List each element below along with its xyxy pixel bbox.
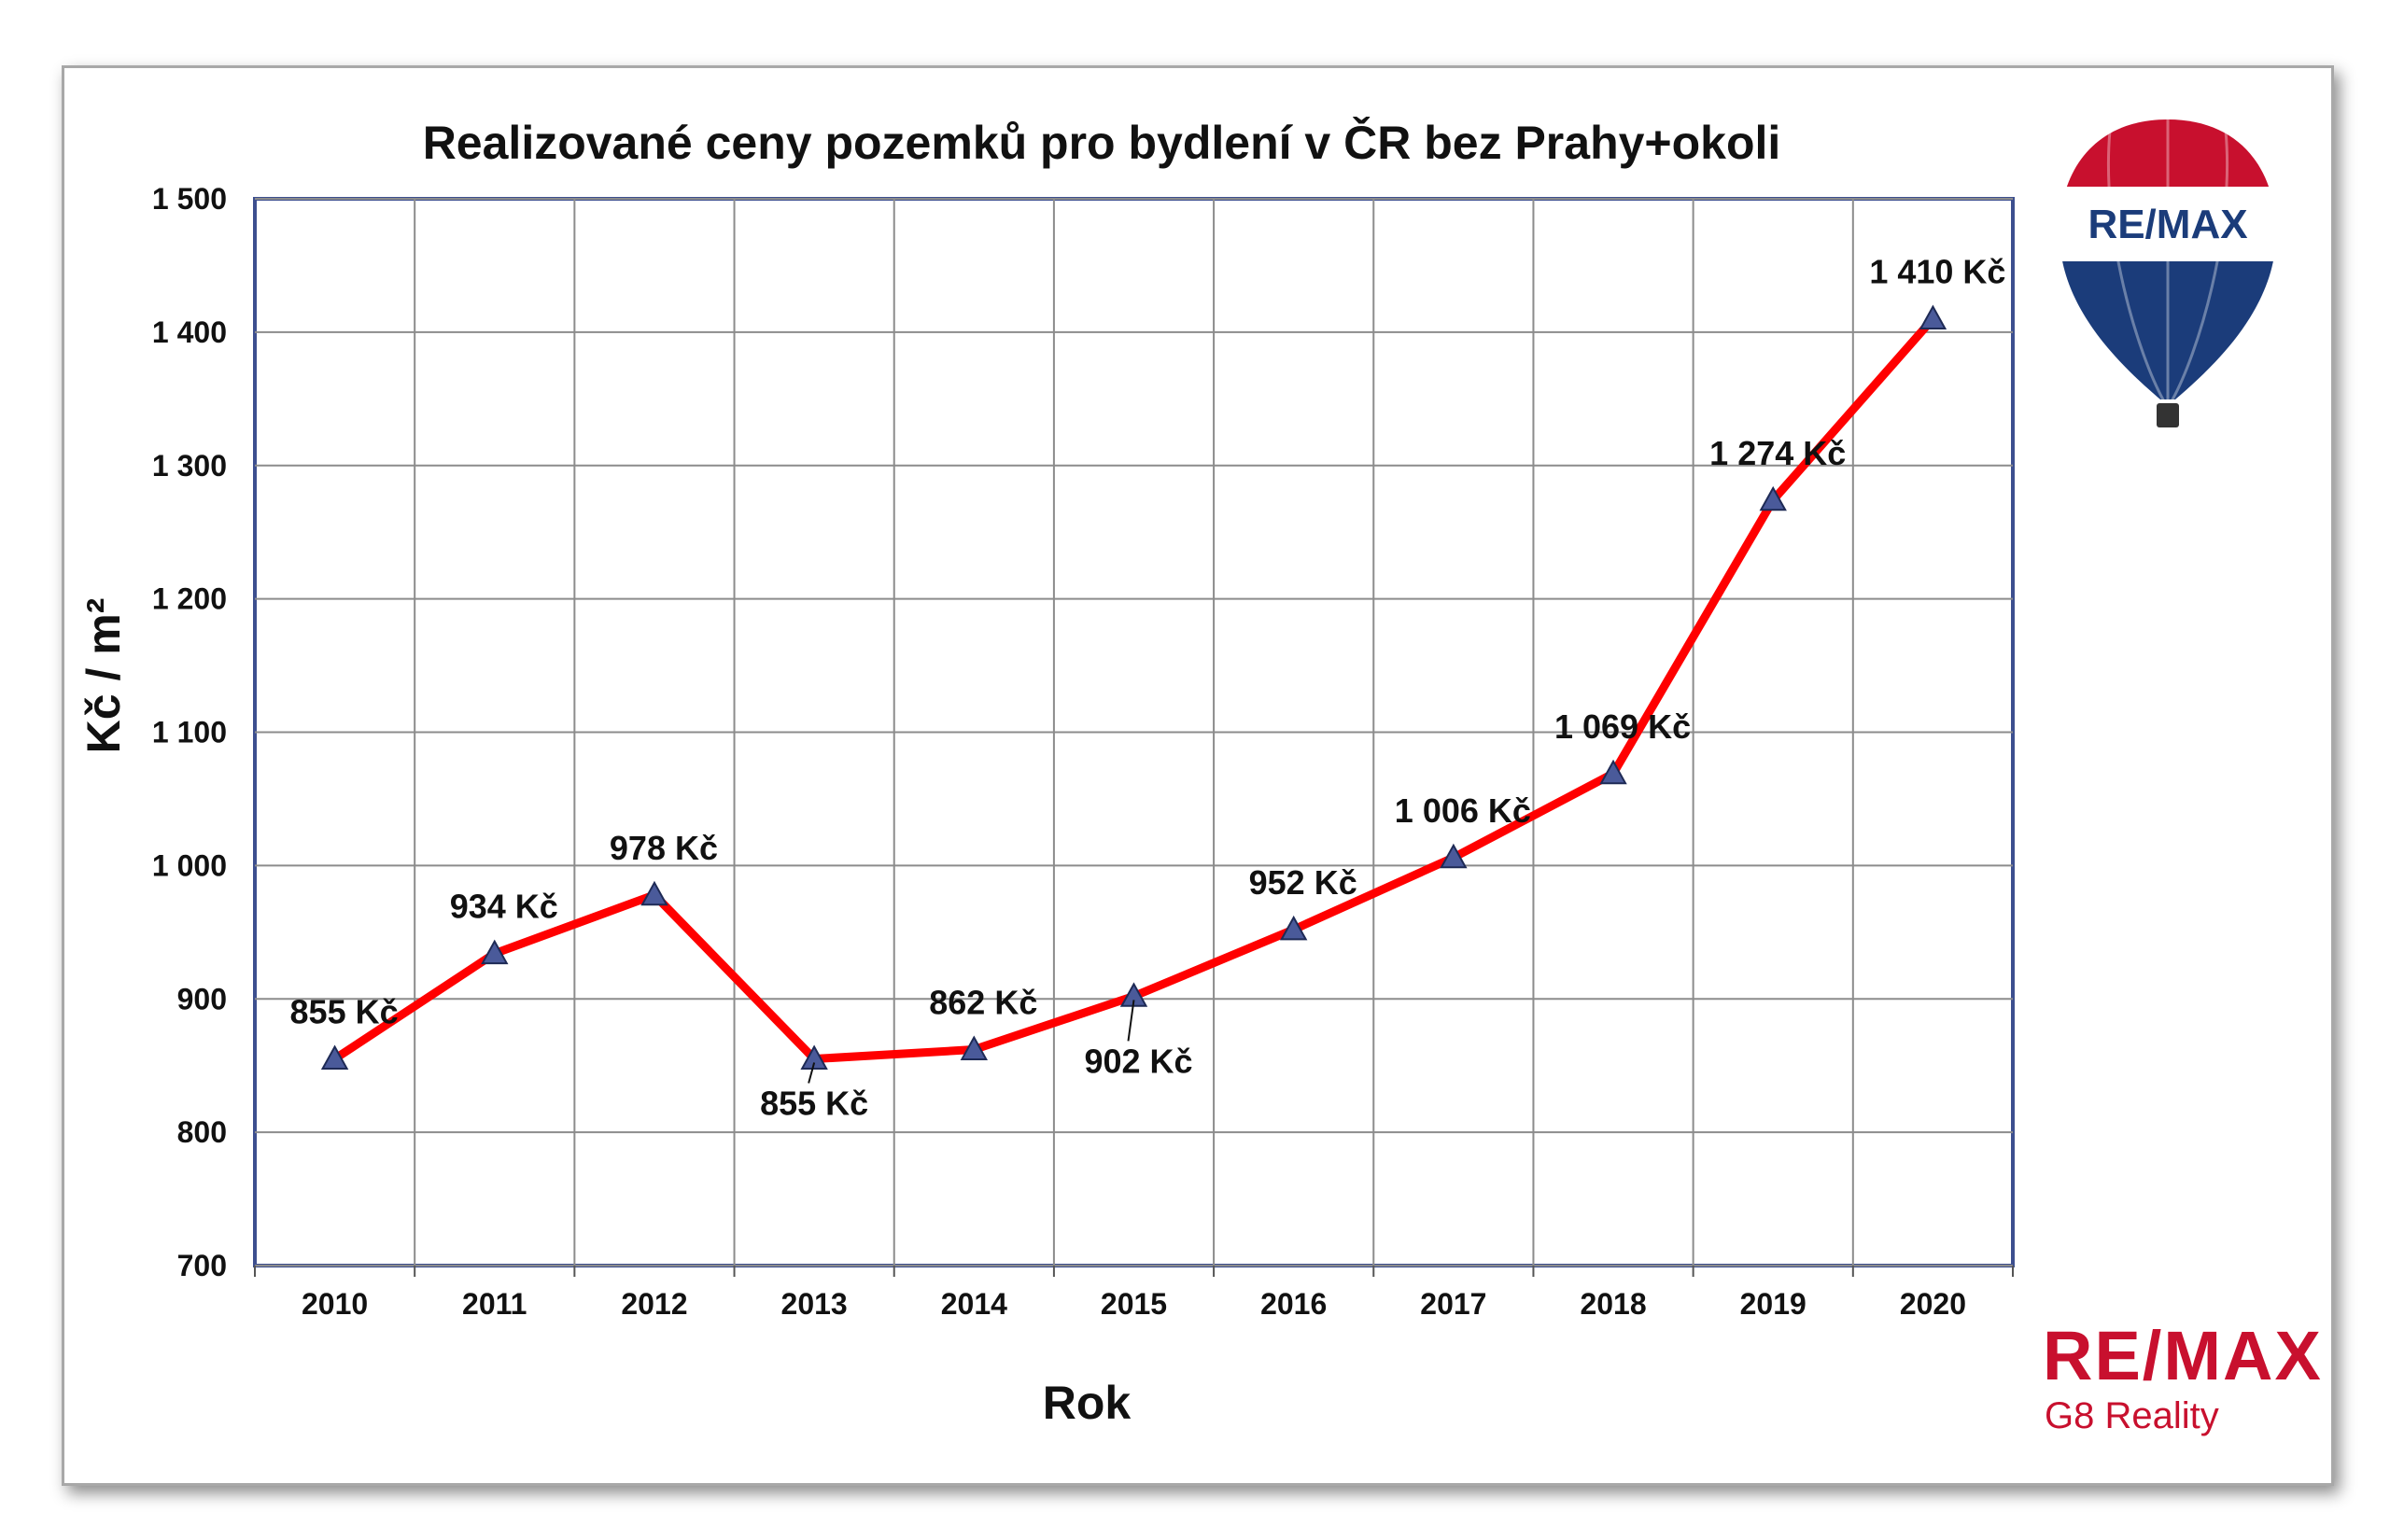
y-tick-label: 1 500	[152, 182, 227, 216]
x-tick-label: 2017	[1420, 1287, 1486, 1321]
y-tick-label: 1 000	[152, 848, 227, 882]
data-label: 862 Kč	[929, 984, 1037, 1022]
x-tick-label: 2015	[1101, 1287, 1167, 1321]
data-label: 934 Kč	[450, 888, 558, 926]
remax-wordmark: RE/MAX	[2043, 1317, 2323, 1394]
y-axis-ticks: 700 800 900 1 000 1 100 1 200 1 300 1 400 1 500	[152, 182, 227, 1282]
data-point-marker	[960, 1035, 989, 1060]
data-label: 1 274 Kč	[1709, 434, 1846, 472]
data-label: 952 Kč	[1249, 863, 1357, 902]
data-point-marker	[320, 1044, 349, 1070]
data-label: 855 Kč	[290, 993, 399, 1031]
data-label: 1 069 Kč	[1554, 707, 1691, 746]
x-tick-label: 2014	[941, 1287, 1007, 1321]
data-point-marker	[1759, 485, 1787, 511]
x-tick-label: 2019	[1740, 1287, 1807, 1321]
data-label: 1 410 Kč	[1869, 253, 2005, 291]
y-tick-label: 1 100	[152, 716, 227, 749]
g8-reality-text: G8 Reality	[2045, 1395, 2219, 1436]
data-point-marker	[1599, 759, 1627, 785]
x-tick-label: 2013	[781, 1287, 848, 1321]
data-label: 855 Kč	[760, 1085, 868, 1123]
data-label: 1 006 Kč	[1395, 791, 1531, 830]
label-leader-line	[1127, 1000, 1135, 1042]
data-point-marker	[640, 880, 668, 906]
x-tick-label: 2012	[621, 1287, 687, 1321]
data-label: 902 Kč	[1084, 1042, 1192, 1080]
data-labels: 855 Kč 934 Kč 978 Kč 855 Kč 862 Kč 902 Kč 952 …	[290, 253, 2006, 1123]
balloon-wordmark: RE/MAX	[2088, 202, 2247, 247]
y-tick-label: 1 400	[152, 315, 227, 349]
label-leader-line	[808, 1062, 816, 1084]
data-point-marker	[481, 939, 509, 965]
y-axis-title: Kč / m²	[77, 598, 130, 754]
data-point-marker	[1919, 304, 1947, 329]
remax-g8-logo: RE/MAX G8 Reality	[2043, 1317, 2323, 1436]
series-markers	[320, 304, 1947, 1070]
label-leaders	[808, 1000, 1135, 1084]
x-tick-label: 2010	[302, 1287, 368, 1321]
data-point-marker	[800, 1044, 828, 1070]
y-tick-label: 800	[177, 1115, 227, 1149]
remax-balloon-logo: RE/MAX	[2060, 119, 2276, 427]
y-tick-label: 1 200	[152, 582, 227, 616]
x-tick-label: 2011	[462, 1287, 527, 1321]
y-tick-label: 700	[177, 1249, 227, 1282]
y-tick-label: 1 300	[152, 449, 227, 483]
data-point-marker	[1279, 915, 1308, 941]
x-tick-label: 2020	[1900, 1287, 1966, 1321]
x-tick-label: 2018	[1580, 1287, 1646, 1321]
x-tick-label: 2016	[1260, 1287, 1327, 1321]
y-tick-label: 900	[177, 982, 227, 1015]
chart-title: Realizované ceny pozemků pro bydlení v Č…	[423, 116, 1781, 169]
x-axis-title: Rok	[1043, 1377, 1132, 1429]
x-axis-ticks: 2010 2011 2012 2013 2014 2015 2016 2017 2018 2019…	[254, 1266, 2014, 1321]
data-label: 978 Kč	[610, 829, 718, 867]
data-point-marker	[1440, 843, 1468, 869]
